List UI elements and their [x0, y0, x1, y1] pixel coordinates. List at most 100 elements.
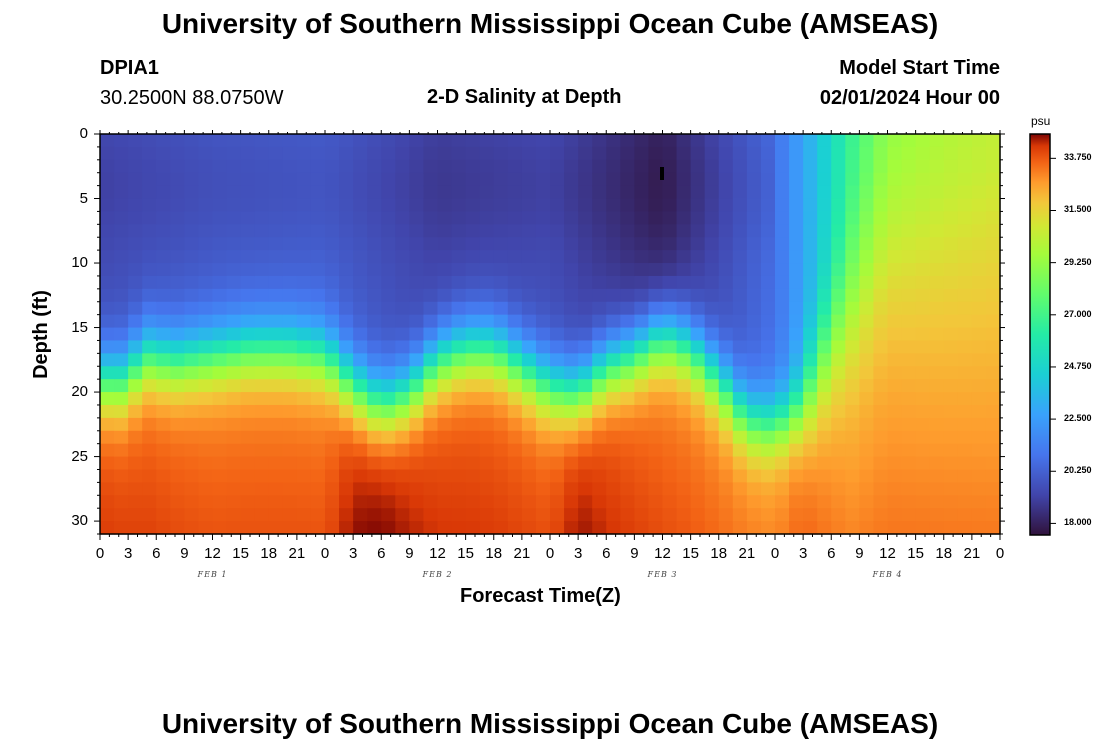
heatmap-cell	[620, 495, 635, 509]
heatmap-cell	[887, 430, 903, 445]
heatmap-cell	[789, 275, 804, 290]
heatmap-cell	[423, 482, 439, 496]
heatmap-cell	[296, 482, 312, 496]
heatmap-cell	[620, 392, 635, 406]
heatmap-cell	[451, 482, 467, 496]
heatmap-cell	[718, 495, 734, 509]
heatmap-cell	[142, 392, 157, 406]
heatmap-cell	[310, 456, 326, 471]
heatmap-cell	[676, 314, 692, 329]
heatmap-cell	[226, 456, 242, 471]
heatmap-cell	[817, 392, 832, 406]
heatmap-cell	[550, 172, 565, 187]
heatmap-cell	[775, 443, 790, 458]
heatmap-cell	[564, 314, 579, 329]
heatmap-cell	[142, 379, 157, 393]
heatmap-cell	[395, 379, 410, 393]
heatmap-cell	[592, 146, 607, 161]
heatmap-cell	[521, 185, 537, 200]
heatmap-cell	[142, 146, 157, 161]
heatmap-cell	[676, 211, 692, 225]
heatmap-cell	[746, 250, 762, 264]
heatmap-cell	[170, 146, 185, 161]
heatmap-cell	[985, 146, 1001, 161]
heatmap-cell	[704, 134, 720, 148]
heatmap-cell	[775, 211, 790, 225]
x-tick-label: 6	[377, 545, 386, 562]
heatmap-cell	[648, 172, 664, 187]
heatmap-cell	[775, 327, 790, 342]
heatmap-cell	[240, 237, 256, 251]
heatmap-cell	[676, 327, 692, 342]
heatmap-cell	[578, 146, 593, 161]
heatmap-cell	[746, 237, 762, 251]
heatmap-cell	[718, 456, 734, 471]
heatmap-cell	[929, 353, 945, 367]
heatmap-cell	[859, 366, 875, 380]
heatmap-cell	[184, 495, 200, 509]
heatmap-cell	[929, 198, 945, 213]
heatmap-cell	[901, 198, 917, 213]
heatmap-cell	[859, 198, 875, 213]
heatmap-cell	[803, 185, 818, 200]
colorbar-tick-label: 22.500	[1064, 413, 1092, 424]
heatmap-cell	[887, 508, 903, 522]
heatmap-cell	[901, 185, 917, 200]
heatmap-cell	[437, 263, 453, 277]
heatmap-cell	[831, 275, 846, 290]
heatmap-cell	[690, 327, 706, 342]
heatmap-cell	[184, 353, 200, 367]
heatmap-cell	[170, 237, 185, 251]
x-tick-label: 15	[232, 545, 249, 562]
heatmap-cell	[381, 443, 396, 458]
heatmap-cell	[282, 288, 298, 303]
colorbar-tick-label: 24.750	[1064, 360, 1092, 371]
heatmap-cell	[845, 379, 860, 393]
heatmap-cell	[339, 482, 354, 496]
heatmap-cell	[325, 301, 340, 316]
heatmap-cell	[240, 172, 256, 187]
heatmap-cell	[296, 134, 312, 148]
heatmap-cell	[339, 366, 354, 380]
heatmap-cell	[409, 327, 425, 342]
heatmap-cell	[564, 340, 579, 354]
heatmap-cell	[648, 314, 664, 329]
heatmap-cell	[437, 430, 453, 445]
heatmap-cell	[114, 353, 129, 367]
heatmap-cell	[353, 443, 368, 458]
heatmap-cell	[423, 237, 439, 251]
heatmap-cell	[114, 237, 129, 251]
heatmap-cell	[775, 250, 790, 264]
heatmap-cell	[859, 146, 875, 161]
heatmap-cell	[901, 430, 917, 445]
heatmap-cell	[423, 456, 439, 471]
heatmap-cell	[578, 495, 593, 509]
heatmap-cell	[128, 263, 143, 277]
heatmap-cell	[114, 250, 129, 264]
heatmap-cell	[817, 404, 832, 419]
heatmap-cell	[620, 469, 635, 483]
heatmap-cell	[507, 495, 523, 509]
heatmap-cell	[985, 237, 1001, 251]
heatmap-cell	[845, 211, 860, 225]
heatmap-cell	[142, 430, 157, 445]
heatmap-cell	[915, 185, 931, 200]
heatmap-cell	[535, 185, 551, 200]
heatmap-cell	[676, 301, 692, 316]
heatmap-cell	[845, 198, 860, 213]
heatmap-cell	[985, 443, 1001, 458]
heatmap-cell	[268, 301, 284, 316]
heatmap-cell	[901, 237, 917, 251]
station-id: DPIA1	[100, 57, 159, 79]
heatmap-cell	[704, 469, 720, 483]
heatmap-cell	[395, 417, 410, 432]
heatmap-cell	[100, 379, 115, 393]
heatmap-cell	[704, 314, 720, 329]
heatmap-cell	[578, 198, 593, 213]
heatmap-cell	[114, 392, 129, 406]
heatmap-cell	[845, 224, 860, 238]
heatmap-cell	[451, 185, 467, 200]
heatmap-cell	[451, 211, 467, 225]
heatmap-cell	[662, 379, 678, 393]
heatmap-cell	[198, 301, 214, 316]
